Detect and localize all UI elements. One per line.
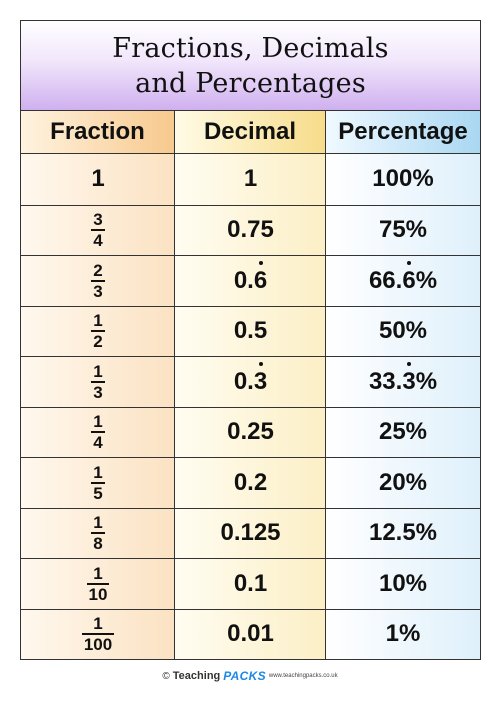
table-row: 1 8 0.125 12.5% xyxy=(21,507,480,559)
table-row: 2 3 0. 6 66. 6% xyxy=(21,255,480,306)
footer: © Teaching PACKS www.teachingpacks.co.uk xyxy=(0,664,500,688)
denominator: 100 xyxy=(83,635,113,655)
recurring-digit: 6 xyxy=(253,260,268,294)
fraction: 1 4 xyxy=(91,412,105,453)
conversion-table: Fraction Decimal Percentage 1 1 100% 3 4 xyxy=(21,111,480,659)
decimal-cell: 1 xyxy=(243,165,258,193)
fraction-cell: 1 2 xyxy=(21,307,175,357)
title-line-2: and Percentages xyxy=(135,67,366,99)
fraction: 1 3 xyxy=(91,361,105,402)
recurring-digit: 3 xyxy=(402,361,416,395)
fraction-cell: 1 10 xyxy=(21,559,175,609)
fraction: 2 3 xyxy=(91,260,105,301)
numerator: 1 xyxy=(93,311,103,331)
table-row: 1 100 0.01 1% xyxy=(21,608,480,660)
fraction: 1 10 xyxy=(86,563,110,604)
decimal-cell: 0.5 xyxy=(233,317,268,345)
brand-word-teaching: Teaching xyxy=(172,670,221,682)
numerator: 3 xyxy=(93,210,103,230)
table-row: 1 4 0.25 25% xyxy=(21,406,480,458)
fraction: 1 100 xyxy=(81,614,115,655)
fraction-cell: 2 3 xyxy=(21,256,175,306)
fraction-bar xyxy=(91,380,105,383)
numerator: 2 xyxy=(93,260,103,280)
fraction-cell: 3 4 xyxy=(21,206,175,256)
brand-word-packs: PACKS xyxy=(223,669,266,683)
percentage-cell: 20% xyxy=(378,468,428,496)
percentage-cell: 10% xyxy=(378,569,428,597)
fraction-bar xyxy=(91,431,105,434)
fraction: 1 2 xyxy=(91,311,105,352)
denominator: 3 xyxy=(93,281,103,301)
percentage-cell: 33. 3% xyxy=(326,357,480,407)
denominator: 2 xyxy=(93,332,103,352)
fraction-bar xyxy=(91,330,105,333)
numerator: 1 xyxy=(93,513,103,533)
percentage-prefix: 33. xyxy=(368,367,403,395)
fraction-bar xyxy=(91,481,105,484)
fraction-cell: 1 xyxy=(91,165,105,193)
numerator: 1 xyxy=(93,361,103,381)
percentage-cell: 75% xyxy=(378,216,428,244)
fraction-cell: 1 5 xyxy=(21,458,175,508)
decimal-cell: 0.75 xyxy=(227,216,274,244)
fraction: 1 5 xyxy=(91,462,105,503)
title-banner: Fractions, Decimals and Percentages xyxy=(21,21,480,111)
decimal-prefix: 0. xyxy=(233,266,254,294)
table-row: 1 5 0.2 20% xyxy=(21,457,480,508)
numerator: 1 xyxy=(93,462,103,482)
fraction-bar xyxy=(91,279,105,282)
percentage-cell: 66. 6% xyxy=(326,256,480,306)
table-row: 1 2 0.5 50% xyxy=(21,305,480,357)
decimal-cell: 0.1 xyxy=(233,569,268,597)
percentage-cell: 50% xyxy=(378,317,428,345)
table-row: 1 1 100% xyxy=(21,154,480,205)
fraction-bar xyxy=(81,633,115,636)
fraction-cell: 1 4 xyxy=(21,408,175,458)
denominator: 3 xyxy=(93,382,103,402)
percent-sign: % xyxy=(415,266,438,294)
fraction-cell: 1 3 xyxy=(21,357,175,407)
decimal-header: Decimal xyxy=(175,111,325,154)
numerator: 1 xyxy=(93,563,103,583)
decimal-cell: 0. 3 xyxy=(175,357,326,407)
decimal-cell: 0.25 xyxy=(227,418,274,446)
fraction-bar xyxy=(86,582,110,585)
denominator: 5 xyxy=(93,483,103,503)
percentage-cell: 12.5% xyxy=(368,519,438,547)
decimal-cell: 0. 6 xyxy=(175,256,326,306)
denominator: 10 xyxy=(88,584,108,604)
recurring-digit: 6 xyxy=(402,260,416,294)
percentage-cell: 1% xyxy=(385,620,421,648)
decimal-prefix: 0. xyxy=(233,367,254,395)
numerator: 1 xyxy=(93,614,103,634)
percentage-cell: 100% xyxy=(372,165,434,193)
percentage-header: Percentage xyxy=(326,111,480,154)
footer-url[interactable]: www.teachingpacks.co.uk xyxy=(268,673,338,679)
title-line-1: Fractions, Decimals xyxy=(112,32,389,64)
decimal-cell: 0.01 xyxy=(227,620,274,648)
numerator: 1 xyxy=(93,412,103,432)
table-row: 1 3 0. 3 33. 3% xyxy=(21,356,480,407)
percentage-cell: 25% xyxy=(378,418,428,446)
fraction-bar xyxy=(91,229,105,232)
fraction-cell: 1 100 xyxy=(21,610,175,660)
fraction-bar xyxy=(91,532,105,535)
decimal-cell: 0.125 xyxy=(220,519,281,547)
poster: Fractions, Decimals and Percentages Frac… xyxy=(20,20,481,660)
table-row: 1 10 0.1 10% xyxy=(21,558,480,609)
decimal-cell: 0.2 xyxy=(233,468,268,496)
denominator: 4 xyxy=(93,433,103,453)
percent-sign: % xyxy=(415,367,438,395)
recurring-digit: 3 xyxy=(253,361,268,395)
denominator: 8 xyxy=(93,534,103,554)
fraction: 3 4 xyxy=(91,210,105,251)
fraction: 1 8 xyxy=(91,513,105,554)
fraction-cell: 1 8 xyxy=(21,509,175,559)
fraction-header: Fraction xyxy=(21,111,174,154)
denominator: 4 xyxy=(93,231,103,251)
percentage-prefix: 66. xyxy=(368,266,403,294)
copyright-symbol: © xyxy=(162,670,170,682)
table-row: 3 4 0.75 75% xyxy=(21,204,480,256)
